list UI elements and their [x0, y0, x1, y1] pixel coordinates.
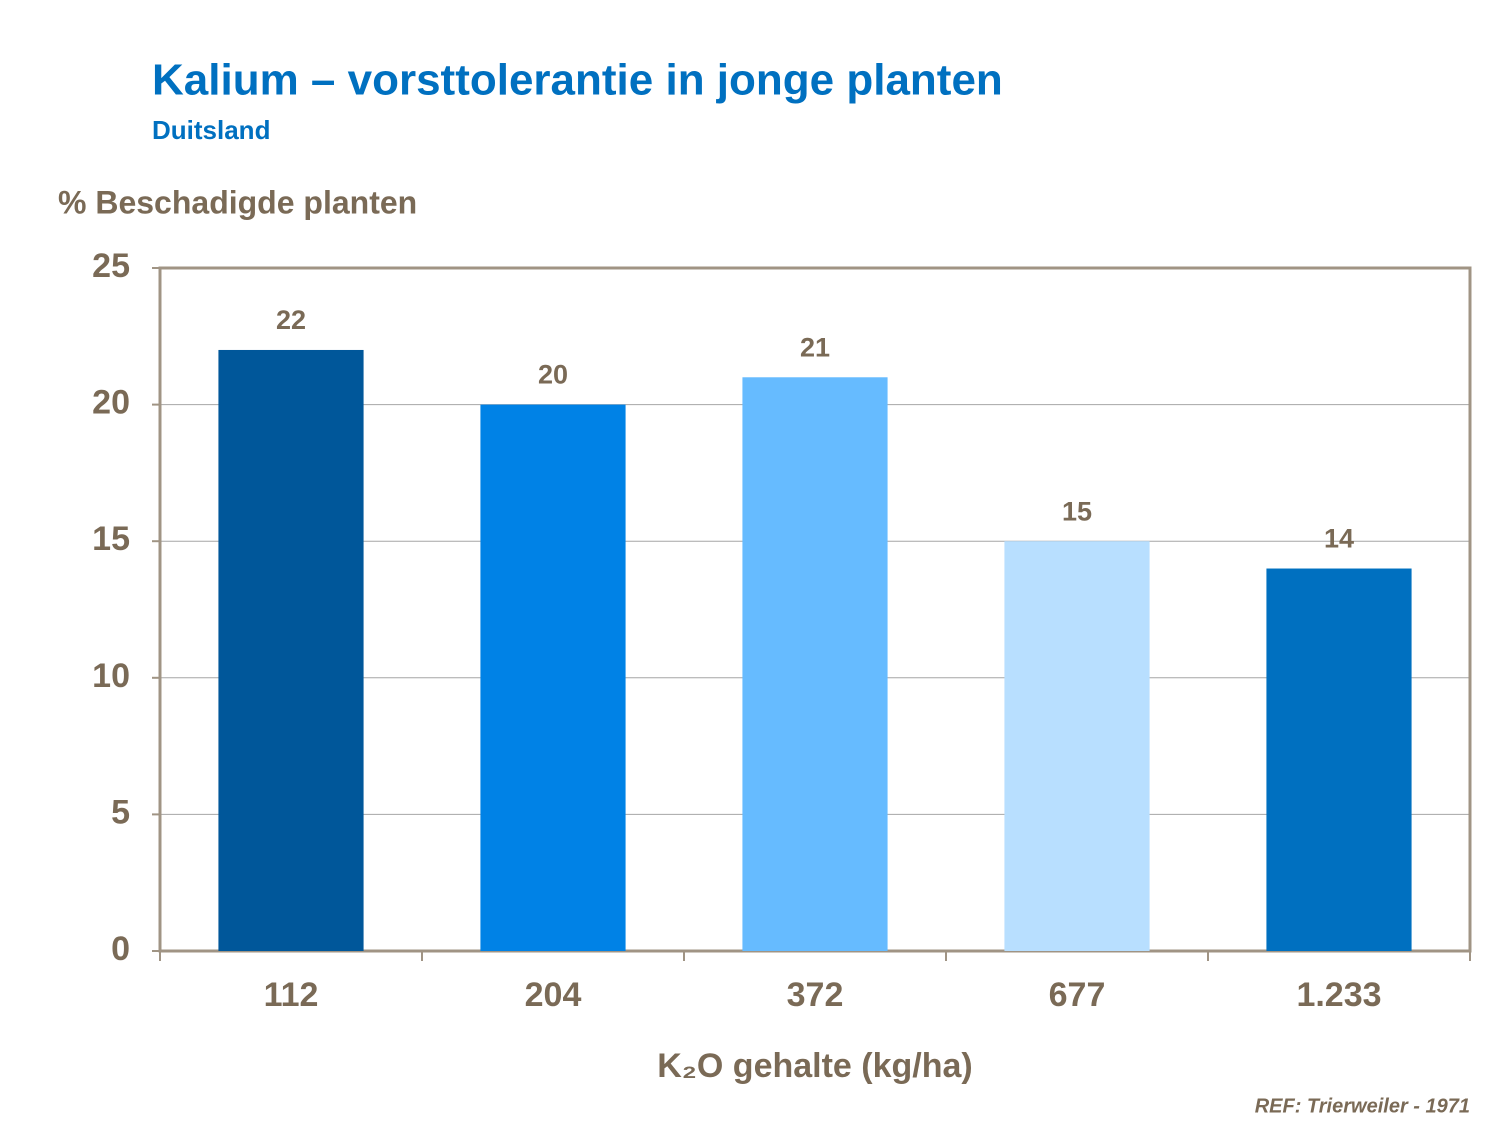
bar — [480, 404, 626, 952]
x-tick-label: 677 — [1049, 976, 1106, 1014]
data-label: 21 — [800, 332, 830, 362]
bar — [218, 349, 364, 952]
y-tick-label: 25 — [92, 247, 130, 285]
data-label: 20 — [538, 360, 568, 390]
y-tick-label: 20 — [92, 384, 130, 422]
bar — [742, 377, 888, 951]
y-axis-label: % Beschadigde planten — [58, 184, 417, 220]
bar — [1266, 568, 1412, 951]
chart-title: Kalium – vorsttolerantie in jonge plante… — [152, 56, 1003, 105]
y-tick-label: 10 — [92, 657, 130, 695]
data-label: 22 — [276, 305, 306, 335]
data-label: 15 — [1062, 496, 1092, 526]
x-tick-label: 1.233 — [1296, 976, 1381, 1014]
y-tick-label: 0 — [111, 930, 130, 968]
x-tick-label: 112 — [264, 976, 319, 1014]
source-note: REF: Trierweiler - 1971 — [1255, 1095, 1470, 1117]
bar — [1004, 541, 1150, 951]
chart-subtitle: Duitsland — [152, 115, 270, 145]
x-tick-label: 204 — [525, 976, 582, 1014]
y-tick-label: 5 — [111, 793, 130, 831]
y-tick-label: 15 — [92, 520, 130, 558]
data-label: 14 — [1324, 524, 1354, 554]
x-tick-label: 372 — [787, 976, 844, 1014]
x-axis-label: K₂O gehalte (kg/ha) — [657, 1047, 972, 1085]
